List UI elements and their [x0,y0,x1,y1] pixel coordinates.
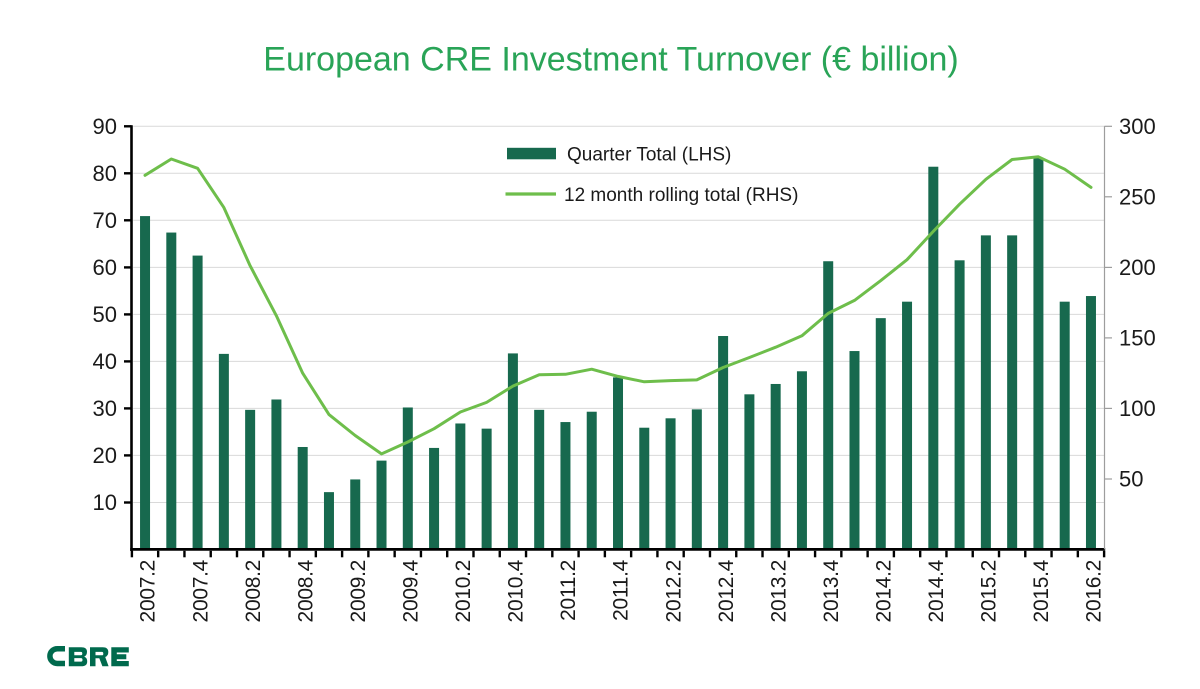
svg-text:2016.2: 2016.2 [1083,560,1106,622]
svg-text:80: 80 [93,161,117,186]
svg-text:200: 200 [1119,255,1156,280]
svg-text:2013.4: 2013.4 [820,559,843,622]
svg-text:2008.2: 2008.2 [242,560,265,622]
svg-text:2011.2: 2011.2 [557,560,580,621]
svg-text:50: 50 [93,302,117,327]
svg-text:10: 10 [93,490,117,515]
svg-text:70: 70 [93,208,117,233]
svg-text:2009.4: 2009.4 [400,559,423,622]
svg-text:150: 150 [1119,326,1156,351]
svg-text:2015.2: 2015.2 [978,560,1001,622]
svg-text:2014.4: 2014.4 [925,559,948,622]
svg-text:50: 50 [1119,467,1143,492]
svg-text:250: 250 [1119,184,1156,209]
svg-text:40: 40 [93,349,117,374]
svg-text:Quarter Total (LHS): Quarter Total (LHS) [567,144,731,165]
svg-text:2014.2: 2014.2 [872,560,895,622]
svg-text:2009.2: 2009.2 [347,560,370,622]
svg-text:2011.4: 2011.4 [610,559,633,620]
svg-text:12 month rolling total (RHS): 12 month rolling total (RHS) [564,185,798,206]
svg-text:2012.4: 2012.4 [715,559,738,622]
svg-text:2010.4: 2010.4 [505,559,528,622]
svg-text:European CRE Investment Turnov: European CRE Investment Turnover (€ bill… [263,41,958,79]
svg-text:30: 30 [93,396,117,421]
svg-text:20: 20 [93,443,117,468]
svg-text:2007.4: 2007.4 [189,559,212,622]
svg-text:300: 300 [1119,114,1156,139]
svg-text:90: 90 [93,114,117,139]
svg-text:2007.2: 2007.2 [137,560,160,622]
svg-text:100: 100 [1119,396,1156,421]
svg-text:60: 60 [93,255,117,280]
svg-text:2012.2: 2012.2 [662,560,685,622]
svg-text:2010.2: 2010.2 [452,560,475,622]
svg-text:2013.2: 2013.2 [767,560,790,622]
svg-text:2015.4: 2015.4 [1030,559,1053,622]
svg-text:2008.4: 2008.4 [294,559,317,622]
